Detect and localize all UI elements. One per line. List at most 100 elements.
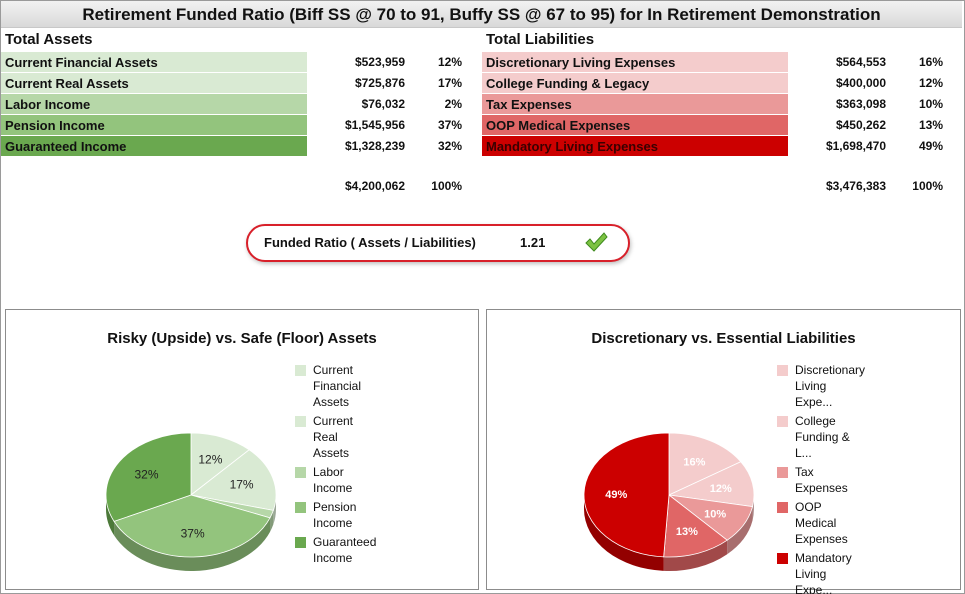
legend-label: College — [795, 414, 836, 428]
legend-label: Income — [313, 551, 353, 565]
legend-swatch — [777, 553, 788, 564]
asset-amount: $725,876 — [354, 76, 405, 90]
pie-slice — [190, 449, 277, 511]
assets-pie-chart: 12% 17% 37% 32% — [105, 432, 277, 571]
liability-amount: $363,098 — [835, 97, 886, 111]
pie-slice — [583, 432, 670, 558]
asset-amount: $523,959 — [354, 55, 405, 69]
liability-amount: $1,698,470 — [825, 139, 886, 153]
legend-swatch — [295, 502, 306, 513]
legend-item: Guaranteed Income — [295, 534, 377, 566]
legend-swatch — [777, 365, 788, 376]
funded-ratio-label: Funded Ratio ( Assets / Liabilities) — [264, 235, 476, 250]
liabilities-chart-legend: Discretionary Living Expe... College Fundin… — [777, 362, 866, 594]
pie-data-label: 16% — [683, 456, 705, 468]
asset-row: Labor Income $76,032 2% — [1, 94, 471, 115]
asset-pct: 17% — [437, 76, 462, 90]
liability-label: College Funding & Legacy — [482, 73, 788, 94]
asset-label: Guaranteed Income — [1, 136, 307, 157]
liability-label: OOP Medical Expenses — [482, 115, 788, 136]
liability-row: Tax Expenses $363,098 10% — [482, 94, 952, 115]
pie-slice — [668, 432, 742, 496]
pie-data-label: 10% — [704, 509, 726, 521]
assets-chart-panel: Risky (Upside) vs. Safe (Floor) Assets 1… — [5, 309, 479, 590]
legend-label: Expenses — [795, 481, 848, 495]
legend-item: Pension Income — [295, 499, 377, 531]
asset-label: Current Real Assets — [1, 73, 307, 94]
liabilities-chart-title: Discretionary vs. Essential Liabilities — [591, 330, 856, 347]
liability-amount: $450,262 — [835, 118, 886, 132]
legend-label: Tax — [795, 465, 814, 479]
liabilities-chart-panel: Discretionary vs. Essential Liabilities … — [486, 309, 961, 594]
pie-slice — [667, 461, 755, 508]
legend-label: Current — [313, 363, 354, 377]
pie-data-label: 12% — [710, 483, 732, 495]
legend-label: Current Real — [313, 414, 354, 444]
liability-row: Mandatory Living Expenses $1,698,470 49% — [482, 136, 952, 157]
legend-label: Income — [313, 516, 353, 530]
asset-pct: 37% — [437, 118, 462, 132]
asset-pct: 2% — [444, 97, 462, 111]
funded-ratio-box: Funded Ratio ( Assets / Liabilities) 1.2… — [246, 224, 630, 262]
liabilities-total-pct: 100% — [912, 179, 943, 193]
pie-slice — [113, 494, 271, 558]
legend-item: Mandatory Living Expe... — [777, 550, 859, 594]
legend-item: Current Real Assets — [295, 413, 377, 461]
legend-label: Financial — [313, 379, 362, 393]
liabilities-total-amount: $3,476,383 — [825, 179, 886, 193]
legend-item: Current Financial Assets — [295, 362, 377, 410]
liability-pct: 12% — [918, 76, 943, 90]
legend-label: Labor Income — [313, 465, 353, 495]
pie-slice-side — [584, 495, 664, 571]
pie-slice — [190, 432, 250, 496]
liabilities-header: Total Liabilities — [486, 31, 595, 48]
legend-swatch — [295, 467, 306, 478]
legend-item: College Funding & L... — [777, 413, 859, 461]
legend-item: Tax Expenses — [777, 464, 859, 496]
liabilities-pie-chart: 16% 12% 10% 13% 49% — [583, 432, 755, 571]
liability-pct: 16% — [918, 55, 943, 69]
liability-row: Discretionary Living Expenses $564,553 16% — [482, 52, 952, 73]
asset-amount: $76,032 — [361, 97, 405, 111]
pie-slice-side — [273, 495, 276, 525]
pie-data-label: 32% — [134, 467, 158, 481]
asset-label: Pension Income — [1, 115, 307, 136]
legend-label: Assets — [313, 446, 350, 460]
liability-label: Mandatory Living Expenses — [482, 136, 788, 157]
asset-row: Current Financial Assets $523,959 12% — [1, 52, 471, 73]
liability-pct: 10% — [918, 97, 943, 111]
assets-chart-title: Risky (Upside) vs. Safe (Floor) Assets — [107, 330, 377, 347]
liability-row: OOP Medical Expenses $450,262 13% — [482, 115, 952, 136]
pie-data-label: 37% — [181, 526, 205, 540]
legend-item: OOP Medical Expenses — [777, 499, 859, 547]
legend-label: Funding & L... — [795, 430, 850, 460]
pie-slice-side — [663, 540, 728, 571]
liability-label: Discretionary Living Expenses — [482, 52, 788, 73]
pie-data-label: 13% — [676, 526, 698, 538]
liability-amount: $564,553 — [835, 55, 886, 69]
legend-label: Living Expe... — [795, 567, 833, 594]
asset-amount: $1,545,956 — [344, 118, 405, 132]
legend-label: Expenses — [795, 532, 848, 546]
pie-data-label: 17% — [230, 477, 254, 491]
page-title: Retirement Funded Ratio (Biff SS @ 70 to… — [1, 1, 962, 28]
asset-row: Pension Income $1,545,956 37% — [1, 115, 471, 136]
pie-slice — [663, 494, 728, 558]
liability-amount: $400,000 — [835, 76, 886, 90]
assets-total-amount: $4,200,062 — [344, 179, 405, 193]
legend-swatch — [295, 416, 306, 427]
legend-label: Pension — [313, 500, 357, 514]
legend-item: Labor Income — [295, 464, 377, 496]
pie-slice-side — [270, 510, 274, 532]
asset-row: Current Real Assets $725,876 17% — [1, 73, 471, 94]
asset-pct: 12% — [437, 55, 462, 69]
legend-label: Discretionary — [795, 363, 866, 377]
assets-total-pct: 100% — [431, 179, 462, 193]
legend-swatch — [777, 467, 788, 478]
assets-header: Total Assets — [5, 31, 93, 48]
pie-slice-side — [114, 517, 271, 571]
pie-slice-side — [727, 506, 753, 555]
asset-pct: 32% — [437, 139, 462, 153]
check-icon — [585, 232, 608, 252]
legend-label: Assets — [313, 395, 350, 409]
